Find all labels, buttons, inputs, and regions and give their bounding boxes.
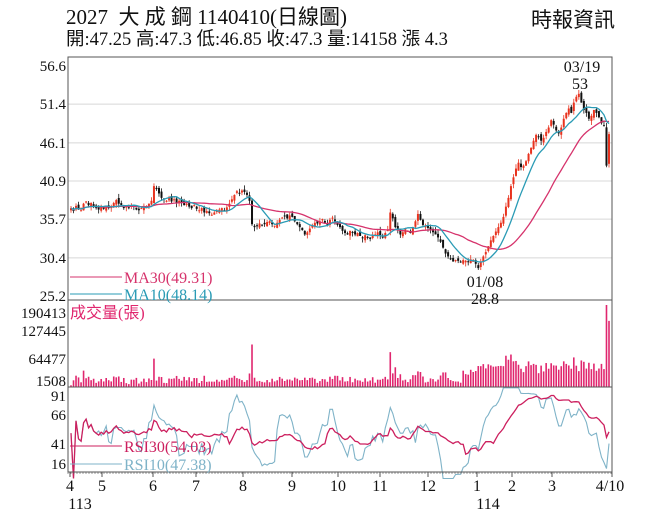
svg-text:35.7: 35.7 (40, 212, 67, 228)
svg-text:64477: 64477 (29, 352, 67, 368)
svg-text:5: 5 (98, 478, 106, 495)
volume-bars (70, 305, 610, 387)
ma30-line (70, 120, 610, 250)
svg-text:190413: 190413 (21, 306, 66, 322)
svg-text:25.2: 25.2 (40, 289, 66, 305)
high-date-annotation: 03/19 (564, 59, 600, 76)
ma30-legend-label: MA30(49.31) (124, 270, 212, 287)
svg-text:16: 16 (51, 457, 67, 473)
ohlc-summary: 開:47.25 高:47.3 低:46.85 收:47.3 量:14158 漲 … (66, 30, 448, 50)
svg-text:46.1: 46.1 (40, 136, 66, 152)
svg-text:30.4: 30.4 (40, 251, 67, 267)
rsi10-legend-label: RSI10(47.38) (124, 457, 212, 474)
svg-text:127445: 127445 (21, 324, 66, 340)
rsi30-legend-label: RSI30(54.03) (124, 439, 212, 456)
source-label: 時報資訊 (531, 8, 615, 32)
low-date-annotation: 01/08 (467, 274, 503, 291)
svg-text:91: 91 (51, 389, 66, 405)
svg-text:9: 9 (288, 478, 296, 495)
svg-text:11: 11 (372, 478, 387, 495)
svg-text:3: 3 (548, 478, 556, 495)
svg-text:1: 1 (473, 478, 481, 495)
rsi30-line (70, 394, 610, 479)
svg-text:4/10: 4/10 (596, 478, 624, 495)
panel-frames (67, 56, 613, 474)
svg-text:40.9: 40.9 (40, 174, 66, 190)
svg-text:12: 12 (420, 478, 436, 495)
svg-text:2: 2 (508, 478, 516, 495)
svg-text:114: 114 (476, 496, 499, 513)
svg-text:113: 113 (68, 496, 91, 513)
svg-text:8: 8 (239, 478, 247, 495)
high-value-annotation: 53 (572, 76, 588, 93)
chart-title: 2027 大 成 鋼 1140410(日線圖) (66, 5, 347, 29)
svg-text:41: 41 (51, 437, 66, 453)
grid-lines (68, 103, 612, 259)
ma-legend: MA30(49.31) MA10(48.14) (70, 270, 212, 304)
svg-text:4: 4 (66, 478, 74, 495)
svg-text:6: 6 (149, 478, 157, 495)
ma10-line (70, 106, 610, 263)
svg-text:7: 7 (192, 478, 200, 495)
rsi-legend: RSI30(54.03) RSI10(47.38) (70, 439, 212, 474)
rsi10-line (70, 387, 610, 480)
svg-text:66: 66 (51, 408, 67, 424)
candlestick-series (70, 89, 610, 271)
svg-text:56.6: 56.6 (40, 59, 67, 75)
volume-panel-label: 成交量(張) (70, 304, 145, 322)
low-value-annotation: 28.8 (471, 291, 499, 308)
svg-text:1508: 1508 (36, 374, 66, 390)
ma10-legend-label: MA10(48.14) (124, 287, 212, 304)
svg-text:10: 10 (330, 478, 346, 495)
svg-text:51.4: 51.4 (40, 97, 67, 113)
